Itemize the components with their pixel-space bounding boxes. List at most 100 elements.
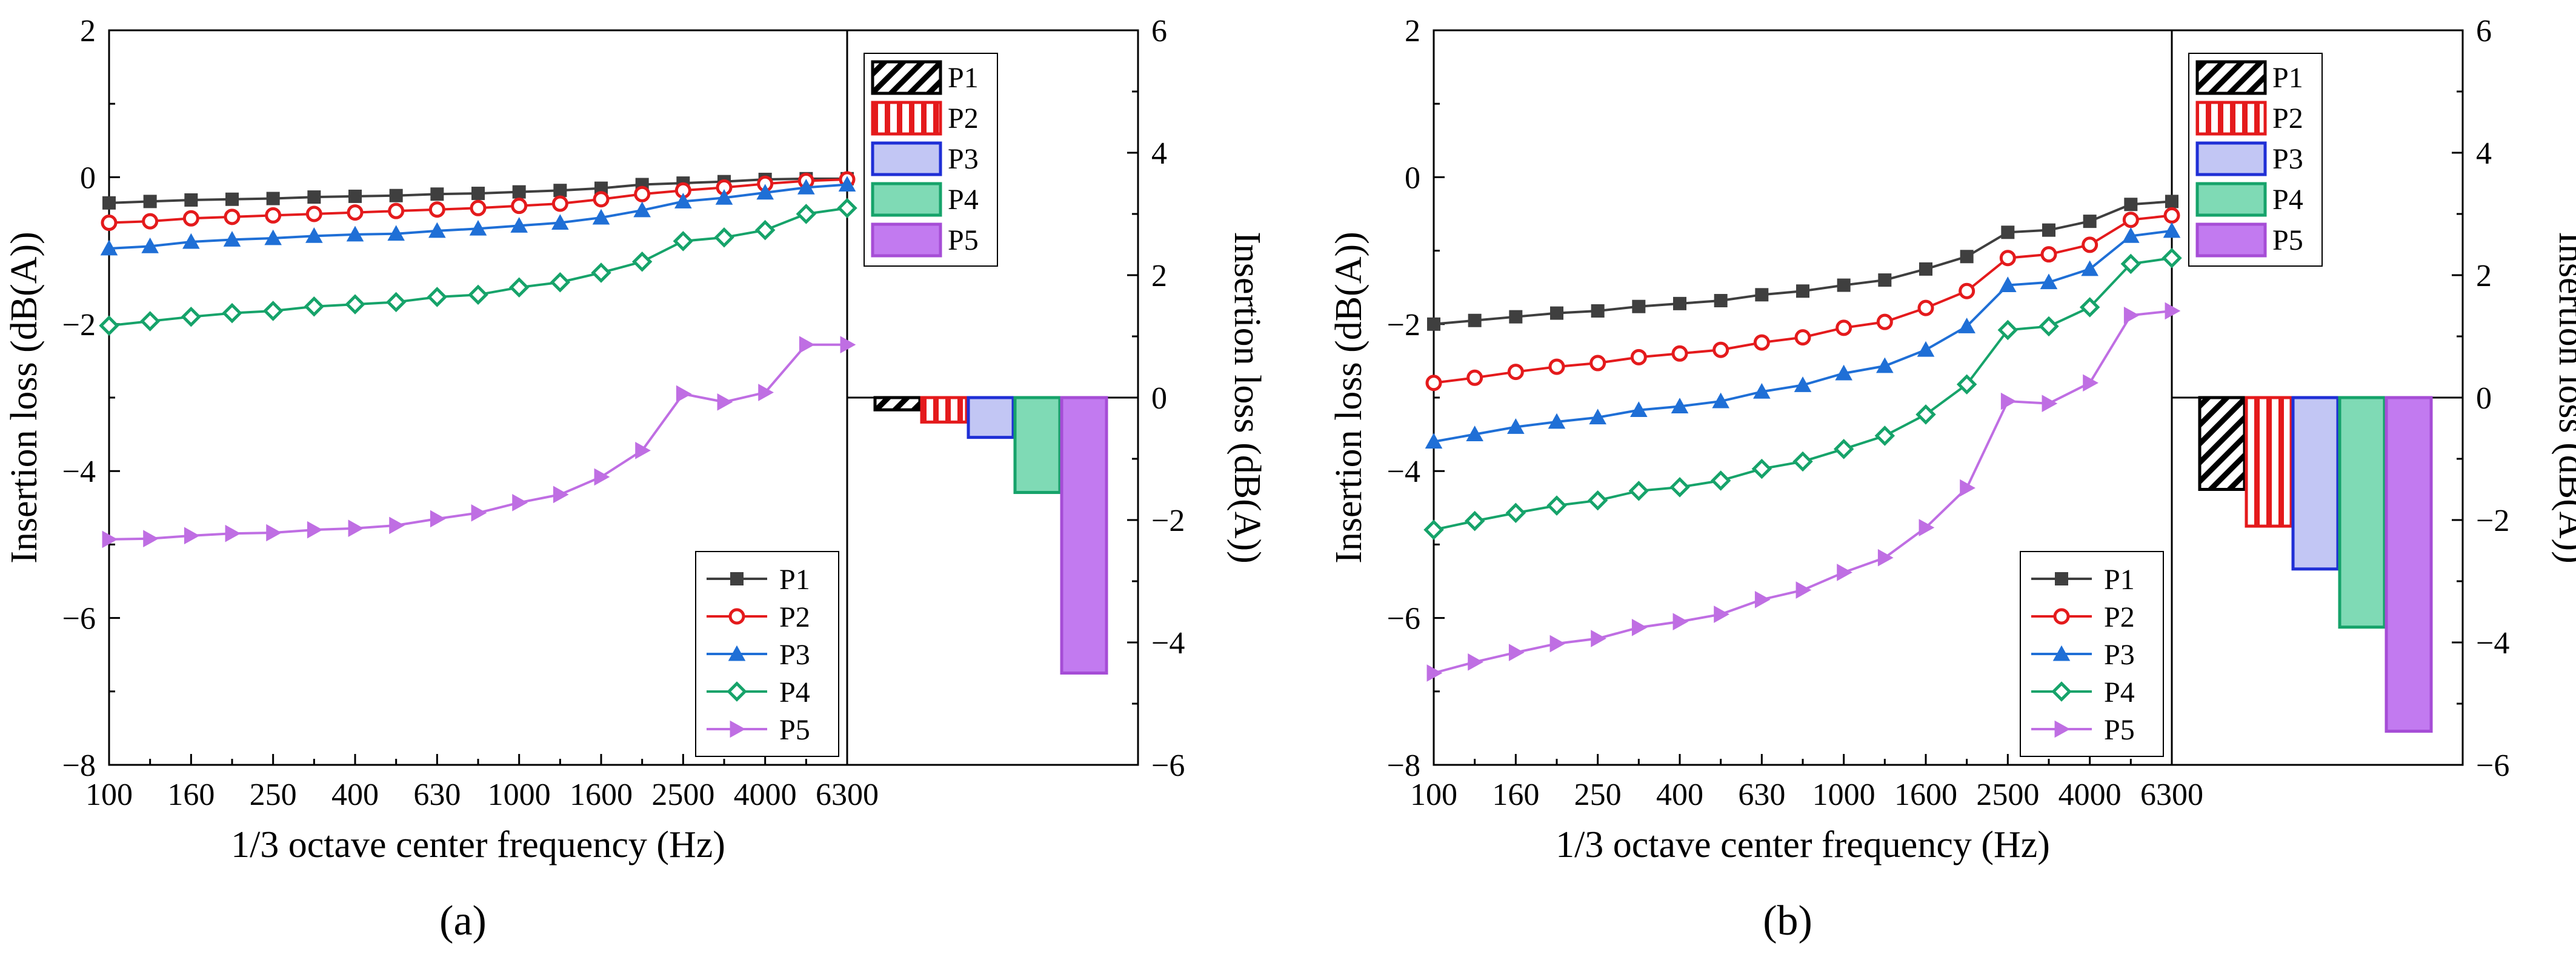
legend-marker-p5: [2054, 720, 2071, 738]
x-tick-label: 4000: [2058, 778, 2122, 812]
inset-legend-label: P3: [2272, 143, 2303, 175]
series-line-p1: [1433, 200, 2172, 325]
data-point-p4: [1710, 470, 1731, 491]
bar-p2: [920, 396, 968, 424]
inset-y-tick-label: 2: [1151, 259, 1167, 293]
data-point-p5: [553, 485, 569, 504]
x-tick-label: 400: [331, 778, 379, 812]
data-point-p1: [1591, 304, 1605, 318]
data-point-p2: [1753, 334, 1770, 351]
data-point-p5: [307, 521, 323, 539]
data-point-p5: [1426, 664, 1443, 682]
data-point-p5: [102, 530, 118, 549]
data-point-p4: [1669, 477, 1690, 498]
data-point-p3: [592, 208, 610, 225]
data-point-p3: [346, 225, 364, 242]
data-point-p5: [1919, 519, 1935, 536]
data-point-p2: [1959, 282, 1975, 299]
bar-p1: [873, 396, 922, 412]
data-point-p3: [1753, 383, 1771, 399]
x-tick-label: 6300: [2140, 778, 2203, 812]
data-point-p3: [715, 189, 733, 205]
inset-legend-swatch-p2: [2195, 101, 2267, 136]
data-point-p2: [2082, 236, 2098, 253]
data-point-p1: [1632, 299, 1646, 313]
data-point-p4: [591, 262, 611, 283]
inset-legend-swatch-p3: [2195, 141, 2267, 176]
data-point-p1: [266, 192, 280, 205]
data-point-p1: [102, 196, 116, 210]
data-point-p1: [389, 188, 403, 202]
series-line-p4: [1433, 256, 2172, 532]
data-point-p1: [1755, 288, 1769, 302]
inset-y-tick-label: −6: [2476, 749, 2509, 783]
data-point-p1: [348, 189, 362, 203]
inset-y-tick-label: 6: [2476, 14, 2492, 48]
data-point-p5: [1549, 635, 1566, 653]
data-point-p4: [631, 252, 653, 272]
x-tick-label: 1600: [570, 778, 633, 812]
data-point-p4: [550, 272, 571, 293]
inset-y-tick-label: 4: [1151, 136, 1167, 171]
data-point-p1: [1837, 278, 1851, 292]
data-point-p2: [1999, 250, 2016, 267]
data-point-p3: [2122, 227, 2140, 243]
data-point-p5: [143, 530, 159, 548]
data-point-p3: [2081, 260, 2098, 276]
legend-marker-p2: [2053, 608, 2070, 625]
bar-p1: [2198, 396, 2246, 491]
data-point-p4: [262, 301, 284, 321]
data-point-p4: [1833, 439, 1854, 459]
data-point-p2: [1630, 348, 1647, 365]
chart-panel-b: −8 −6 −4 −2 0 2 Insertion loss (dB(A)) 100 160 25…: [1328, 14, 2576, 944]
data-point-p3: [633, 201, 651, 218]
x-tick-label: 1000: [1812, 778, 1875, 812]
x-tick-label: 1000: [488, 778, 551, 812]
data-point-p4: [1874, 425, 1895, 446]
data-point-p3: [1917, 341, 1935, 357]
data-point-p4: [1464, 510, 1485, 532]
inset-y-axis-title: Insertion loss (dB(A)): [2551, 232, 2576, 564]
data-point-p2: [1712, 341, 1729, 358]
data-point-p4: [837, 198, 857, 219]
data-point-p2: [388, 202, 405, 219]
bar-p4: [1013, 396, 1062, 495]
x-tick-label: 1600: [1894, 778, 1957, 812]
data-point-p4: [2120, 253, 2142, 275]
data-point-p2: [2163, 207, 2180, 224]
bar-p5: [1060, 396, 1108, 675]
data-point-p1: [594, 181, 608, 195]
data-point-p4: [1956, 374, 1977, 395]
inset-y-tick-label: 2: [2476, 259, 2492, 293]
data-point-p2: [1794, 329, 1811, 346]
data-point-p3: [1425, 433, 1443, 449]
data-point-p4: [714, 227, 734, 248]
inset-y-tick-label: −2: [2476, 504, 2509, 538]
legend-marker-p5: [730, 720, 746, 738]
legend-label: P3: [2104, 639, 2135, 671]
inset-legend-label: P4: [2272, 184, 2303, 216]
data-point-p3: [2163, 222, 2181, 238]
data-point-p4: [139, 311, 161, 332]
x-tick-label: 630: [1738, 778, 1785, 812]
data-point-p5: [225, 524, 241, 542]
legend-label: P4: [779, 676, 810, 709]
y-tick-label: −6: [62, 602, 96, 636]
x-tick-label: 6300: [816, 778, 879, 812]
data-point-p4: [345, 294, 365, 315]
data-point-p5: [1796, 581, 1812, 599]
data-point-p5: [266, 524, 282, 542]
y-tick-label: −6: [1387, 602, 1420, 636]
data-point-p3: [510, 217, 528, 233]
data-point-p4: [2039, 316, 2059, 337]
data-point-p3: [551, 214, 569, 230]
x-tick-label: 100: [85, 778, 133, 812]
y-tick-label: −4: [1387, 455, 1420, 489]
data-point-p4: [181, 306, 202, 327]
data-point-p4: [1505, 502, 1526, 524]
data-point-p4: [673, 231, 694, 252]
data-point-p4: [99, 315, 119, 336]
y-axis-title: Insertion loss (dB(A)): [1328, 232, 1370, 564]
data-point-p2: [1589, 355, 1606, 372]
data-point-p2: [511, 198, 528, 215]
